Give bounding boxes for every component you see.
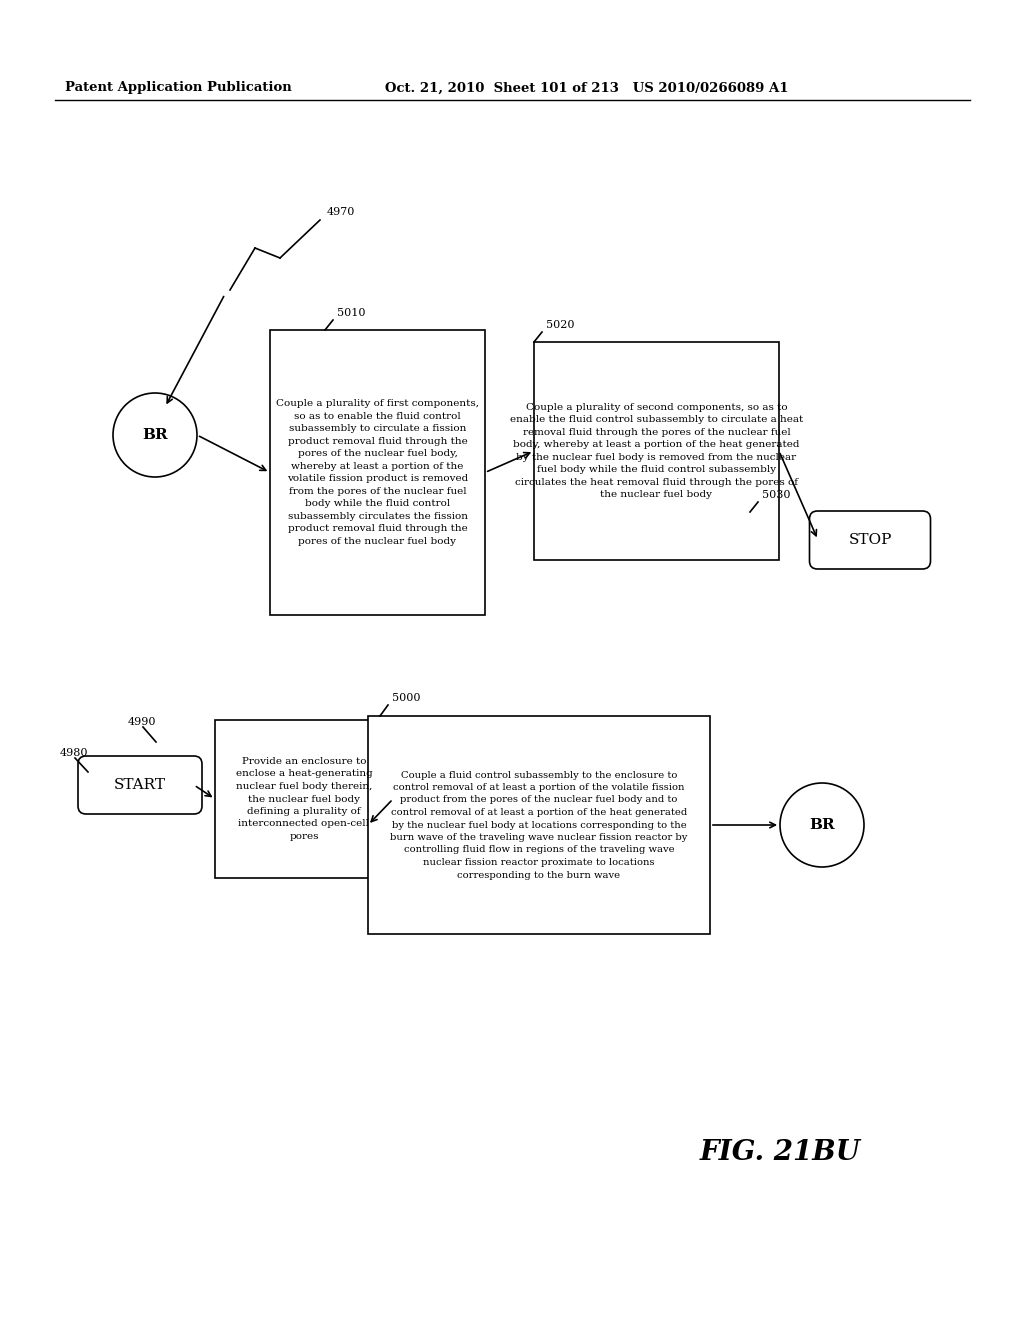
Text: 5020: 5020 [546,319,574,330]
Bar [270,330,485,615]
Text: Provide an enclosure to
enclose a heat-generating
nuclear fuel body therein,
the: Provide an enclosure to enclose a heat-g… [236,756,373,841]
Text: STOP: STOP [848,533,892,546]
FancyBboxPatch shape [810,511,931,569]
Text: 4970: 4970 [327,207,355,216]
Text: START: START [114,777,166,792]
Text: 4980: 4980 [60,748,88,758]
Text: Patent Application Publication: Patent Application Publication [65,82,292,95]
Text: 4990: 4990 [128,717,157,727]
Text: BR: BR [809,818,835,832]
FancyBboxPatch shape [78,756,202,814]
Bar [534,342,779,560]
Text: Couple a plurality of second components, so as to
enable the fluid control subas: Couple a plurality of second components,… [510,403,803,499]
Text: 5010: 5010 [337,308,366,318]
Circle shape [113,393,197,477]
Text: 5030: 5030 [762,490,791,500]
Text: 5000: 5000 [392,693,421,704]
Text: FIG. 21BU: FIG. 21BU [700,1139,861,1166]
Circle shape [780,783,864,867]
Text: Couple a fluid control subassembly to the enclosure to
control removal of at lea: Couple a fluid control subassembly to th… [390,771,688,879]
Text: Oct. 21, 2010  Sheet 101 of 213   US 2010/0266089 A1: Oct. 21, 2010 Sheet 101 of 213 US 2010/0… [385,82,788,95]
Text: BR: BR [142,428,168,442]
Bar [215,719,393,878]
Text: Couple a plurality of first components,
so as to enable the fluid control
subass: Couple a plurality of first components, … [276,399,479,545]
Bar [368,715,710,935]
